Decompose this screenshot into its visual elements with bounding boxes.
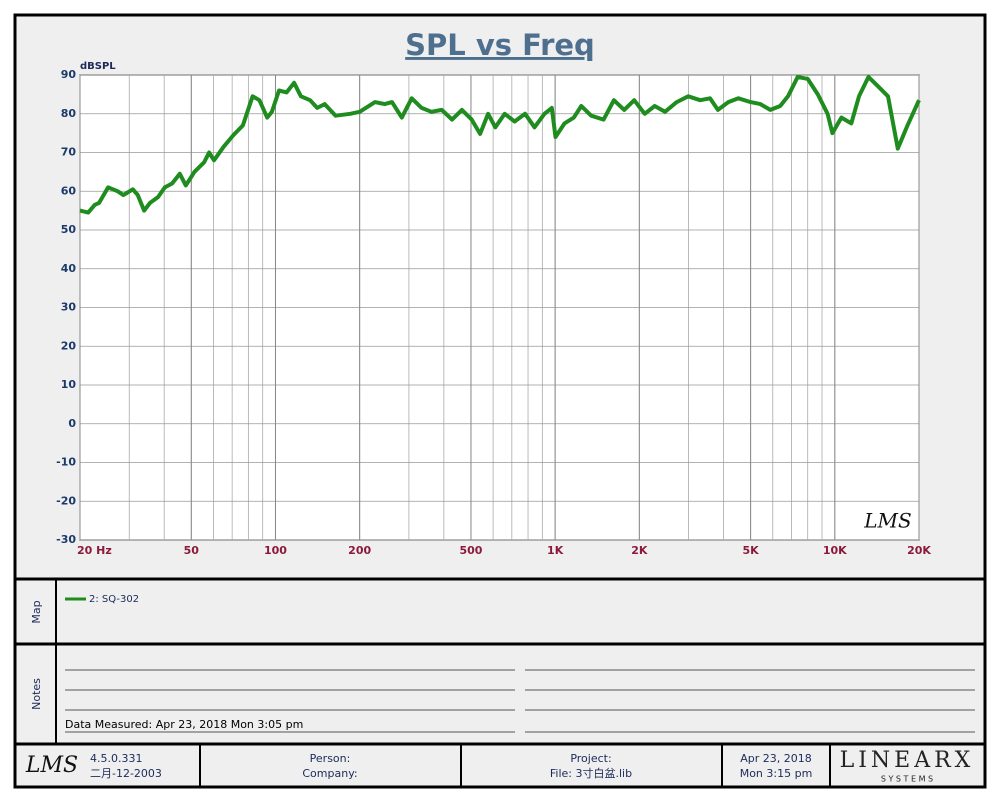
x-tick-label: 200 xyxy=(348,544,371,557)
project: Project: xyxy=(570,752,611,765)
map-label: Map xyxy=(30,600,43,623)
x-tick-label: 2K xyxy=(631,544,648,557)
x-tick-label: 5K xyxy=(743,544,760,557)
note-lines xyxy=(65,669,975,733)
data-measured: Data Measured: Apr 23, 2018 Mon 3:05 pm xyxy=(65,718,303,731)
x-tick-label: 500 xyxy=(459,544,482,557)
file: File: 3寸白盆.lib xyxy=(550,766,632,780)
y-tick-label: 20 xyxy=(61,339,77,352)
watermark: LMS xyxy=(863,509,911,533)
brand-sub: S Y S T E M S xyxy=(881,775,933,784)
person: Person: xyxy=(310,752,351,765)
y-tick-label: 70 xyxy=(61,146,77,159)
y-tick-label: -30 xyxy=(56,533,76,546)
legend-label: 2: SQ-302 xyxy=(89,594,139,605)
x-tick-label: 50 xyxy=(184,544,200,557)
version-date: 二月-12-2003 xyxy=(90,767,162,780)
x-tick-label: 20 Hz xyxy=(77,544,112,557)
y-tick-label: 50 xyxy=(61,223,77,236)
y-tick-label: 60 xyxy=(61,184,77,197)
x-tick-label: 1K xyxy=(547,544,564,557)
y-tick-label: 30 xyxy=(61,301,77,314)
y-axis-label: dBSPL xyxy=(80,61,116,72)
version: 4.5.0.331 xyxy=(90,752,142,765)
y-tick-label: 80 xyxy=(61,107,77,120)
y-tick-label: 0 xyxy=(68,417,76,430)
y-tick-label: 90 xyxy=(61,68,77,81)
y-tick-label: 40 xyxy=(61,262,77,275)
y-tick-label: -10 xyxy=(56,456,76,469)
time: Mon 3:15 pm xyxy=(740,767,813,780)
y-tick-label: -20 xyxy=(56,494,76,507)
footer-logo: LMS xyxy=(25,753,78,778)
date: Apr 23, 2018 xyxy=(740,752,812,765)
notes-label: Notes xyxy=(30,678,43,710)
brand: LINEARX xyxy=(840,748,975,773)
grid xyxy=(79,74,920,541)
x-tick-label: 20K xyxy=(907,544,931,557)
series-line xyxy=(79,74,921,215)
y-tick-label: 10 xyxy=(61,378,77,391)
x-tick-label: 100 xyxy=(264,544,287,557)
x-tick-label: 10K xyxy=(823,544,847,557)
company: Company: xyxy=(302,767,357,780)
chart-title: SPL vs Freq xyxy=(405,28,595,62)
